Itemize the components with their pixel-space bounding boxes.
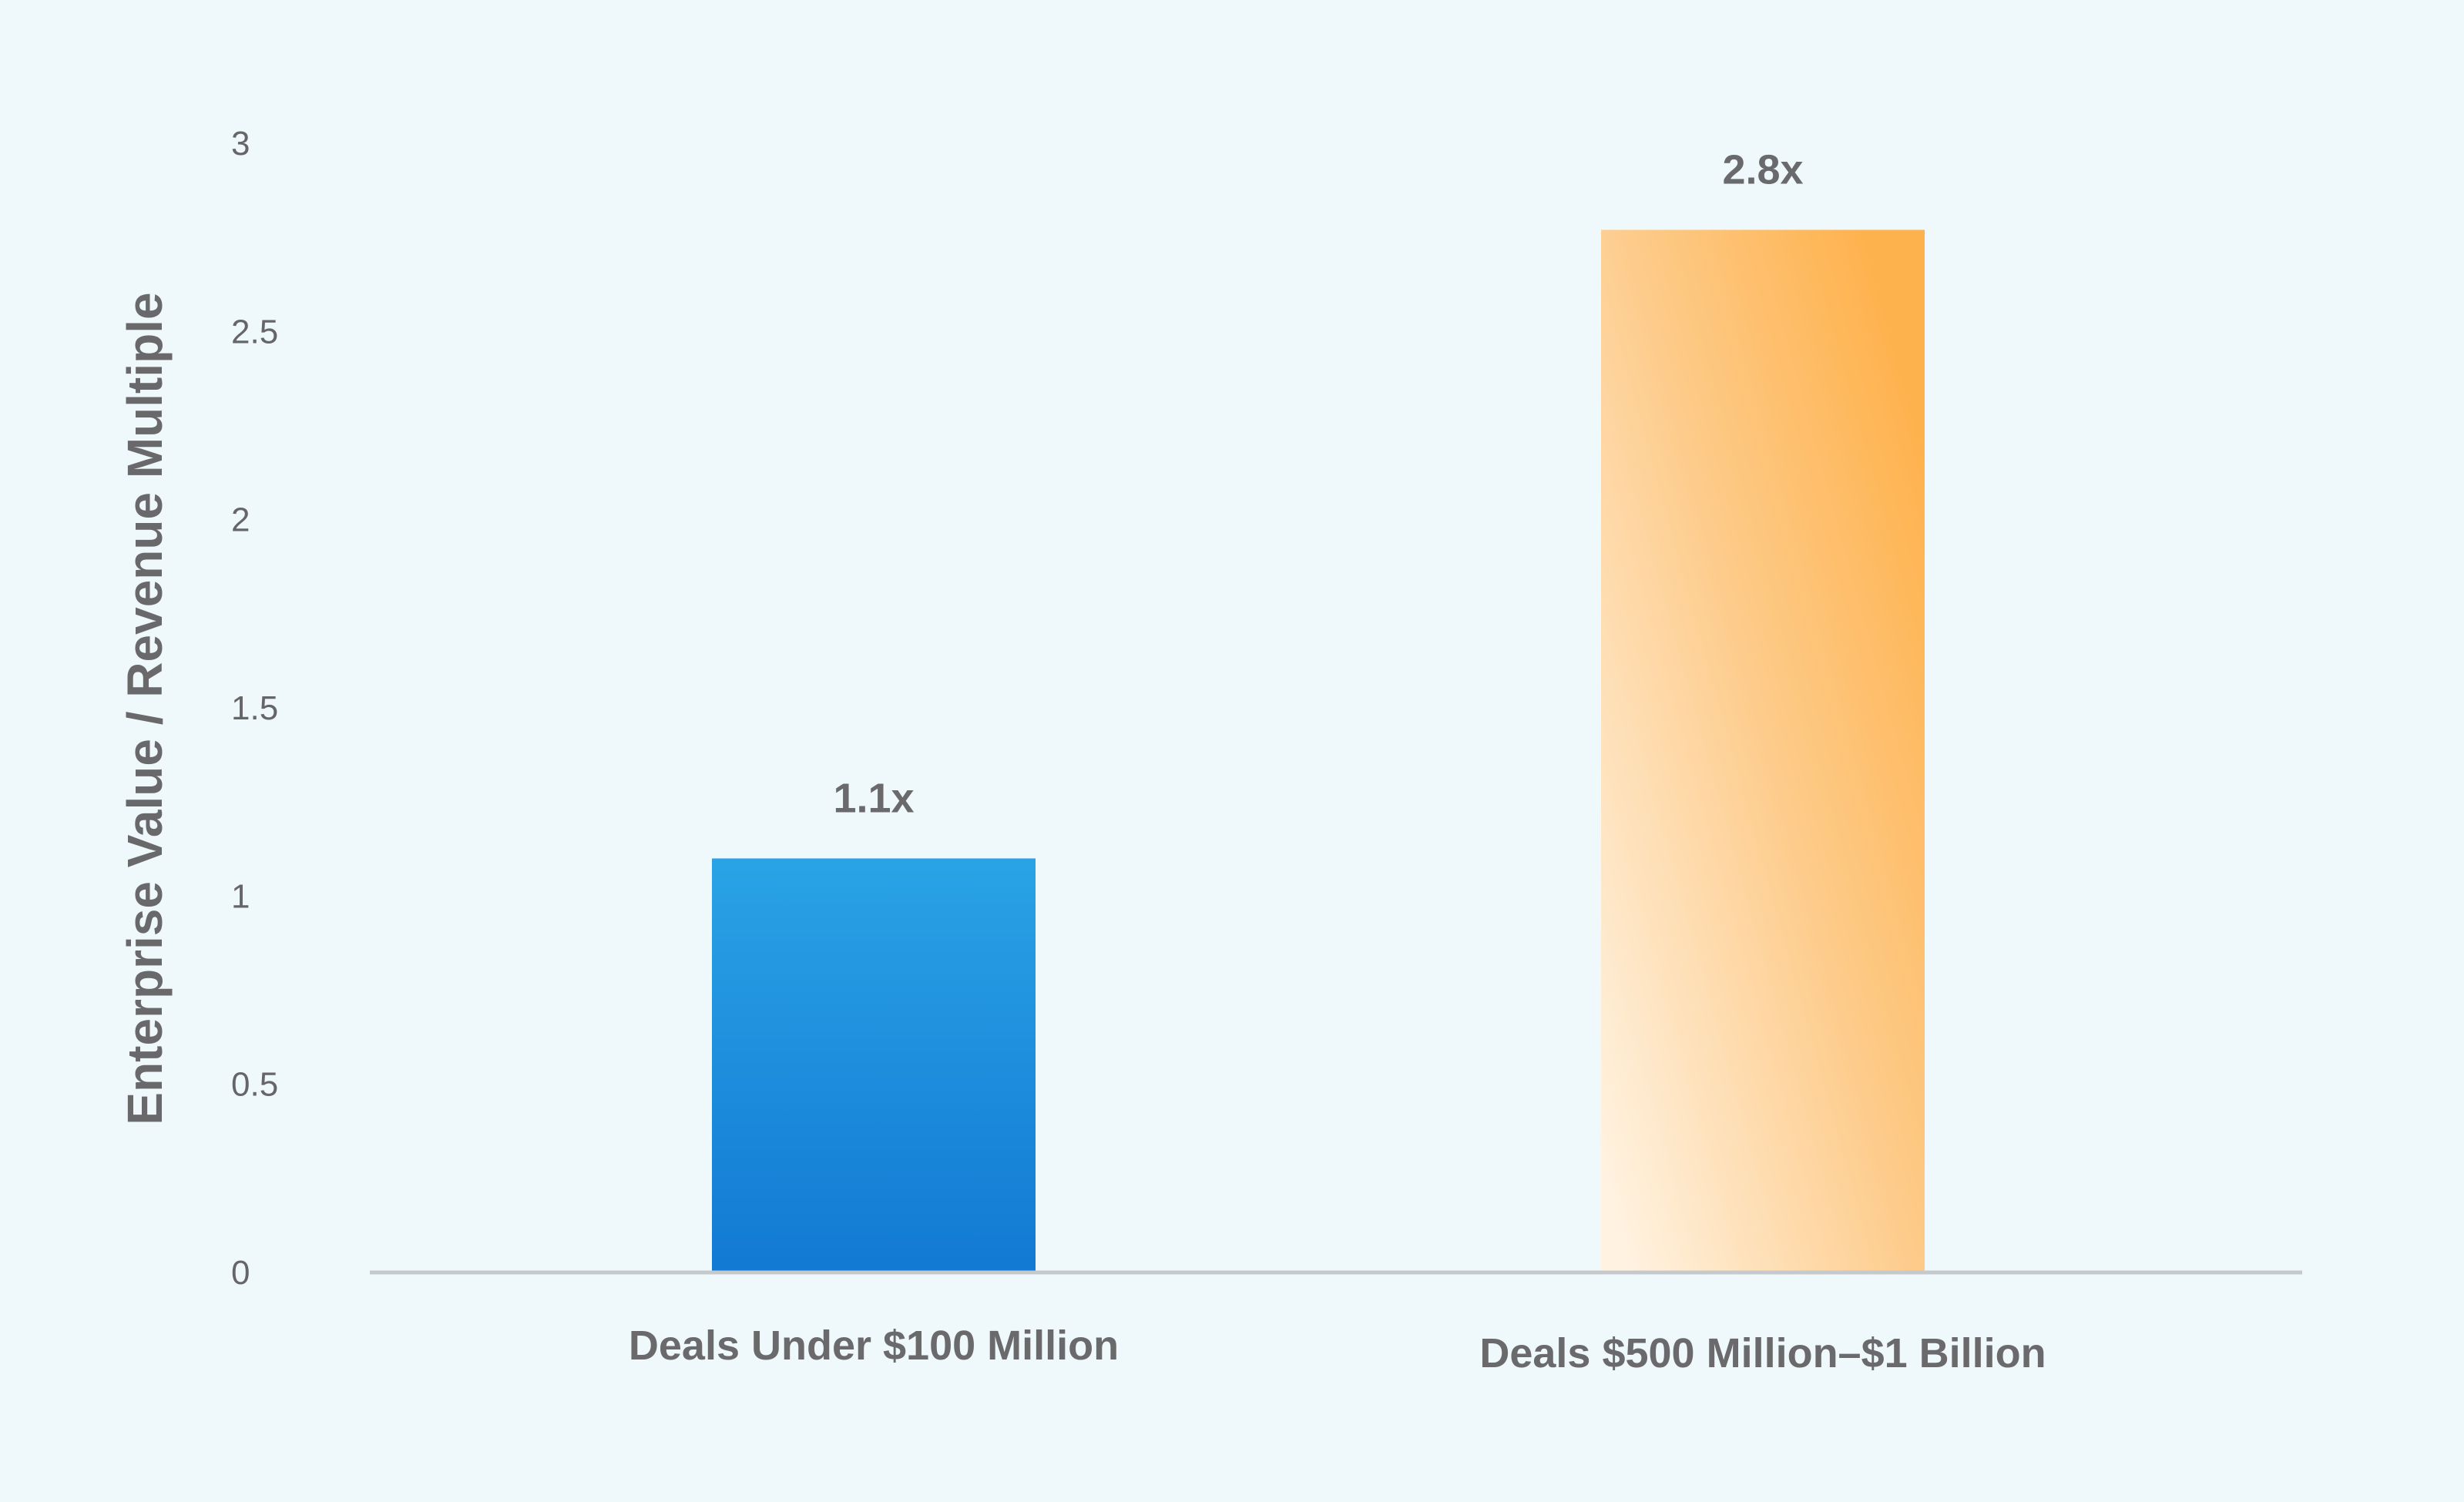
bar-1 — [712, 858, 1036, 1272]
y-tick-label: 1 — [231, 877, 250, 915]
y-tick-label: 0 — [231, 1254, 250, 1292]
y-axis-ticks: 0 0.5 1 1.5 2 2.5 3 — [231, 125, 278, 1292]
x-axis-category-labels: Deals Under $100 Million Deals $500 Milli… — [629, 1323, 2046, 1376]
bar-2-data-label: 2.8x — [1722, 146, 1803, 193]
y-tick-label: 2 — [231, 501, 250, 539]
y-tick-label: 0.5 — [231, 1066, 278, 1104]
y-tick-label: 3 — [231, 125, 250, 163]
data-labels: 1.1x 2.8x — [833, 146, 1803, 821]
y-tick-label: 2.5 — [231, 313, 278, 350]
y-tick-label: 1.5 — [231, 689, 278, 727]
x-category-label-2: Deals $500 Million–$1 Billion — [1479, 1330, 2046, 1376]
x-category-label-1: Deals Under $100 Million — [629, 1323, 1119, 1369]
bars — [712, 230, 1925, 1273]
bar-1-data-label: 1.1x — [833, 775, 914, 821]
bar-2 — [1601, 230, 1925, 1273]
y-axis-title: Enterprise Value / Revenue Multiple — [117, 292, 173, 1125]
